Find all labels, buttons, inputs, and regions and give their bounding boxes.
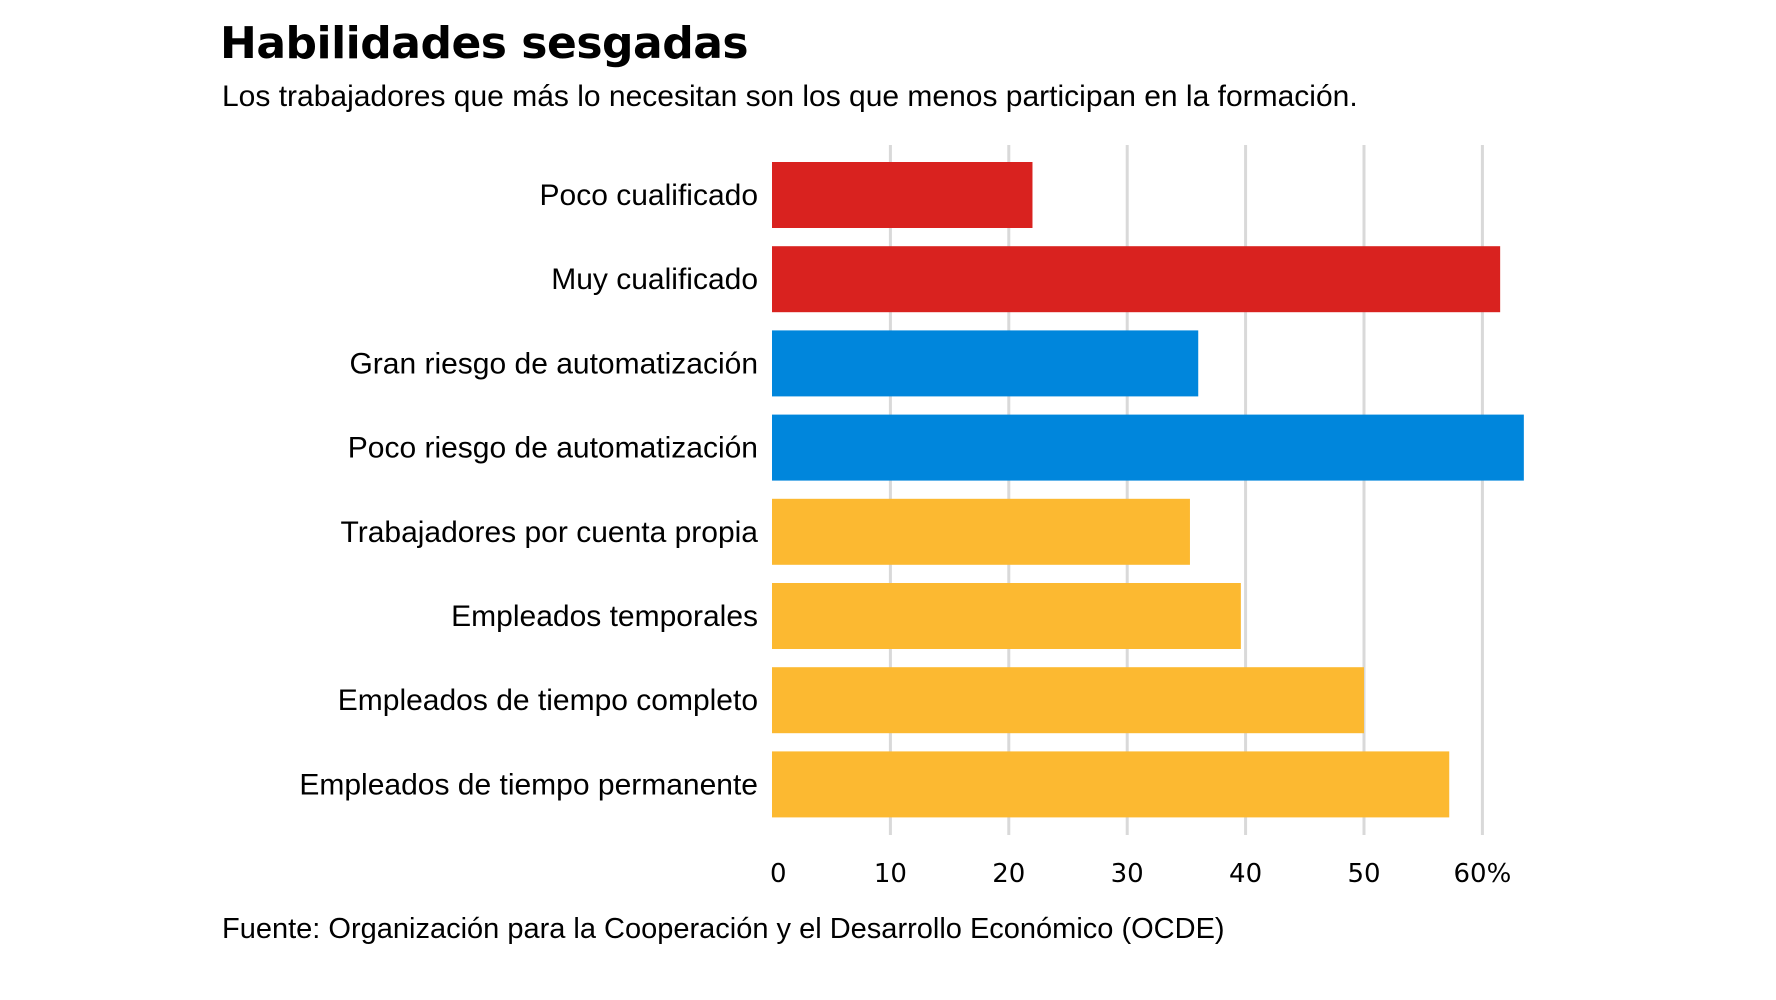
chart-title: Habilidades sesgadas [220,18,749,69]
tick-label: 10 [874,859,907,889]
tick-label: 20 [992,859,1025,889]
category-label: Empleados temporales [451,600,758,633]
category-label: Empleados de tiempo completo [338,684,758,717]
tick-label: 50 [1347,859,1380,889]
category-label: Trabajadores por cuenta propia [341,516,759,549]
bars [772,162,1524,818]
source-note: Fuente: Organización para la Cooperación… [222,913,1225,945]
bar [772,583,1241,649]
tick-label: 0 [770,859,787,889]
bar-chart: Poco cualificado Muy cualificado Gran ries… [299,145,1524,889]
category-label: Poco cualificado [540,179,758,212]
category-label: Muy cualificado [551,263,758,296]
category-label: Empleados de tiempo permanente [299,768,758,801]
bar [772,498,1190,565]
tick-label: 30 [1111,859,1144,889]
bar [772,162,1033,228]
bar [772,414,1524,481]
bar [772,751,1450,818]
category-label: Poco riesgo de automatización [348,432,758,465]
category-label: Gran riesgo de automatización [349,347,758,380]
tick-label: 60% [1454,859,1512,889]
tick-label: 40 [1229,859,1262,889]
x-axis-ticks: 0 10 20 30 40 50 60% [770,859,1511,889]
category-labels: Poco cualificado Muy cualificado Gran ries… [299,179,758,801]
bar [772,330,1199,397]
bar [772,667,1364,734]
chart-subtitle: Los trabajadores que más lo necesitan so… [222,80,1358,113]
bar [772,246,1501,313]
